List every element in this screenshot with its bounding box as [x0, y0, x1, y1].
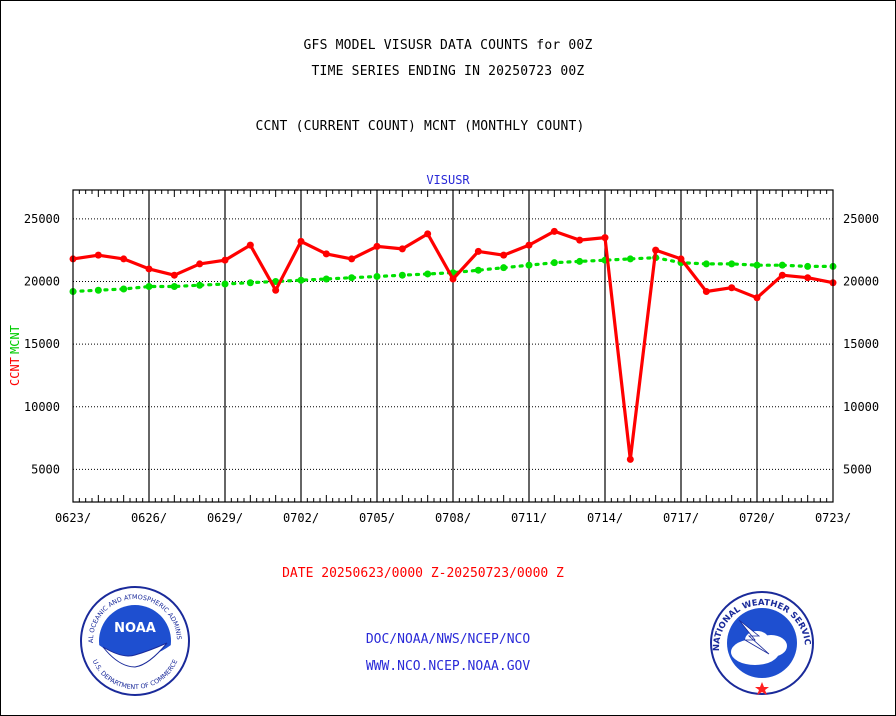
data-point-ccnt — [728, 284, 736, 292]
data-point-ccnt — [804, 274, 812, 282]
data-point-mcnt — [221, 280, 229, 288]
data-point-ccnt — [753, 294, 761, 302]
data-point-ccnt — [778, 271, 786, 279]
data-point-mcnt — [145, 282, 153, 290]
y-axis-label-mcnt: MCNT — [8, 325, 22, 354]
data-point-ccnt — [272, 286, 280, 294]
minor-ticks — [72, 190, 834, 502]
series-ccnt — [69, 227, 837, 463]
data-point-mcnt — [170, 282, 178, 290]
x-tick-label: 0705/ — [359, 511, 395, 525]
data-point-ccnt — [246, 241, 254, 249]
y-tick-label-right: 20000 — [843, 274, 879, 288]
nws-logo: NATIONAL WEATHER SERVICE — [709, 590, 814, 695]
data-point-ccnt — [398, 245, 406, 253]
date-range-label: DATE 20250623/0000 Z-20250723/0000 Z — [282, 566, 564, 581]
data-point-mcnt — [196, 281, 204, 289]
data-point-mcnt — [94, 286, 102, 294]
data-point-ccnt — [348, 255, 356, 263]
x-tick-label: 0626/ — [131, 511, 167, 525]
data-point-mcnt — [778, 261, 786, 269]
data-point-mcnt — [525, 261, 533, 269]
y-tick-label-right: 5000 — [843, 462, 872, 476]
data-point-ccnt — [145, 265, 153, 273]
data-point-ccnt — [170, 271, 178, 279]
data-point-mcnt — [804, 262, 812, 270]
data-point-ccnt — [120, 255, 128, 263]
y-tick-labels: 5000 5000 10000 10000 15000 15000 20000 20000 25… — [24, 212, 879, 477]
data-point-ccnt — [702, 287, 710, 295]
data-point-ccnt — [424, 230, 432, 238]
data-point-mcnt — [576, 257, 584, 265]
y-tick-label-right: 25000 — [843, 212, 879, 226]
data-point-mcnt — [500, 264, 508, 272]
x-tick-label: 0723/ — [815, 511, 851, 525]
data-point-ccnt — [94, 251, 102, 259]
y-tick-label-left: 20000 — [24, 274, 60, 288]
chart-title-line1: GFS MODEL VISUSR DATA COUNTS for 00Z — [303, 38, 593, 53]
data-point-mcnt — [246, 279, 254, 287]
data-point-ccnt — [196, 260, 204, 268]
chart-title-line2: TIME SERIES ENDING IN 20250723 00Z — [311, 64, 585, 79]
x-tick-label: 0629/ — [207, 511, 243, 525]
data-point-ccnt — [322, 250, 330, 258]
data-point-mcnt — [398, 271, 406, 279]
data-point-ccnt — [576, 236, 584, 244]
data-point-ccnt — [550, 227, 558, 235]
data-point-mcnt — [728, 260, 736, 268]
plot-area-border — [72, 189, 834, 503]
website-text: WWW.NCO.NCEP.NOAA.GOV — [365, 659, 531, 674]
data-point-mcnt — [626, 255, 634, 263]
x-tick-label: 0711/ — [511, 511, 547, 525]
y-axis-label-ccnt: CCNT — [8, 357, 22, 386]
data-point-mcnt — [550, 259, 558, 267]
data-point-mcnt — [120, 285, 128, 293]
data-point-ccnt — [449, 275, 457, 283]
data-point-mcnt — [702, 260, 710, 268]
data-point-ccnt — [677, 255, 685, 263]
x-tick-label: 0714/ — [587, 511, 623, 525]
data-point-mcnt — [348, 274, 356, 282]
data-point-ccnt — [373, 242, 381, 250]
y-tick-label-left: 15000 — [24, 337, 60, 351]
data-point-ccnt — [626, 455, 634, 463]
data-point-ccnt — [500, 251, 508, 259]
data-point-mcnt — [474, 266, 482, 274]
noaa-logo-text: NOAA — [114, 621, 156, 636]
data-point-mcnt — [272, 277, 280, 285]
data-point-mcnt — [297, 276, 305, 284]
data-point-mcnt — [424, 270, 432, 278]
y-tick-label-left: 10000 — [24, 400, 60, 414]
x-tick-label: 0623/ — [55, 511, 91, 525]
data-point-ccnt — [474, 247, 482, 255]
data-point-ccnt — [525, 241, 533, 249]
data-point-mcnt — [753, 261, 761, 269]
data-point-mcnt — [373, 272, 381, 280]
data-point-mcnt — [322, 275, 330, 283]
series-mcnt — [69, 254, 837, 295]
y-tick-label-left: 5000 — [31, 462, 60, 476]
data-point-ccnt — [221, 256, 229, 264]
x-tick-label: 0702/ — [283, 511, 319, 525]
data-point-ccnt — [652, 246, 660, 254]
grid-lines — [73, 190, 833, 502]
org-path-text: DOC/NOAA/NWS/NCEP/NCO — [365, 632, 531, 647]
x-tick-labels: 0623/0626/0629/0702/0705/0708/0711/0714/… — [55, 511, 851, 525]
time-series-chart: VISUSR CCNT MCNT 5000 5000 10000 10000 15000… — [8, 173, 879, 525]
x-tick-label: 0708/ — [435, 511, 471, 525]
plot-title: VISUSR — [426, 173, 470, 187]
y-tick-label-right: 10000 — [843, 400, 879, 414]
y-tick-label-right: 15000 — [843, 337, 879, 351]
data-point-ccnt — [297, 237, 305, 245]
data-point-ccnt — [601, 234, 609, 242]
x-tick-label: 0720/ — [739, 511, 775, 525]
y-tick-label-left: 25000 — [24, 212, 60, 226]
noaa-logo: NOAA NATIONAL OCEANIC AND ATMOSPHERIC AD… — [79, 585, 190, 696]
x-tick-label: 0717/ — [663, 511, 699, 525]
chart-subtitle: CCNT (CURRENT COUNT) MCNT (MONTHLY COUNT… — [255, 119, 585, 134]
